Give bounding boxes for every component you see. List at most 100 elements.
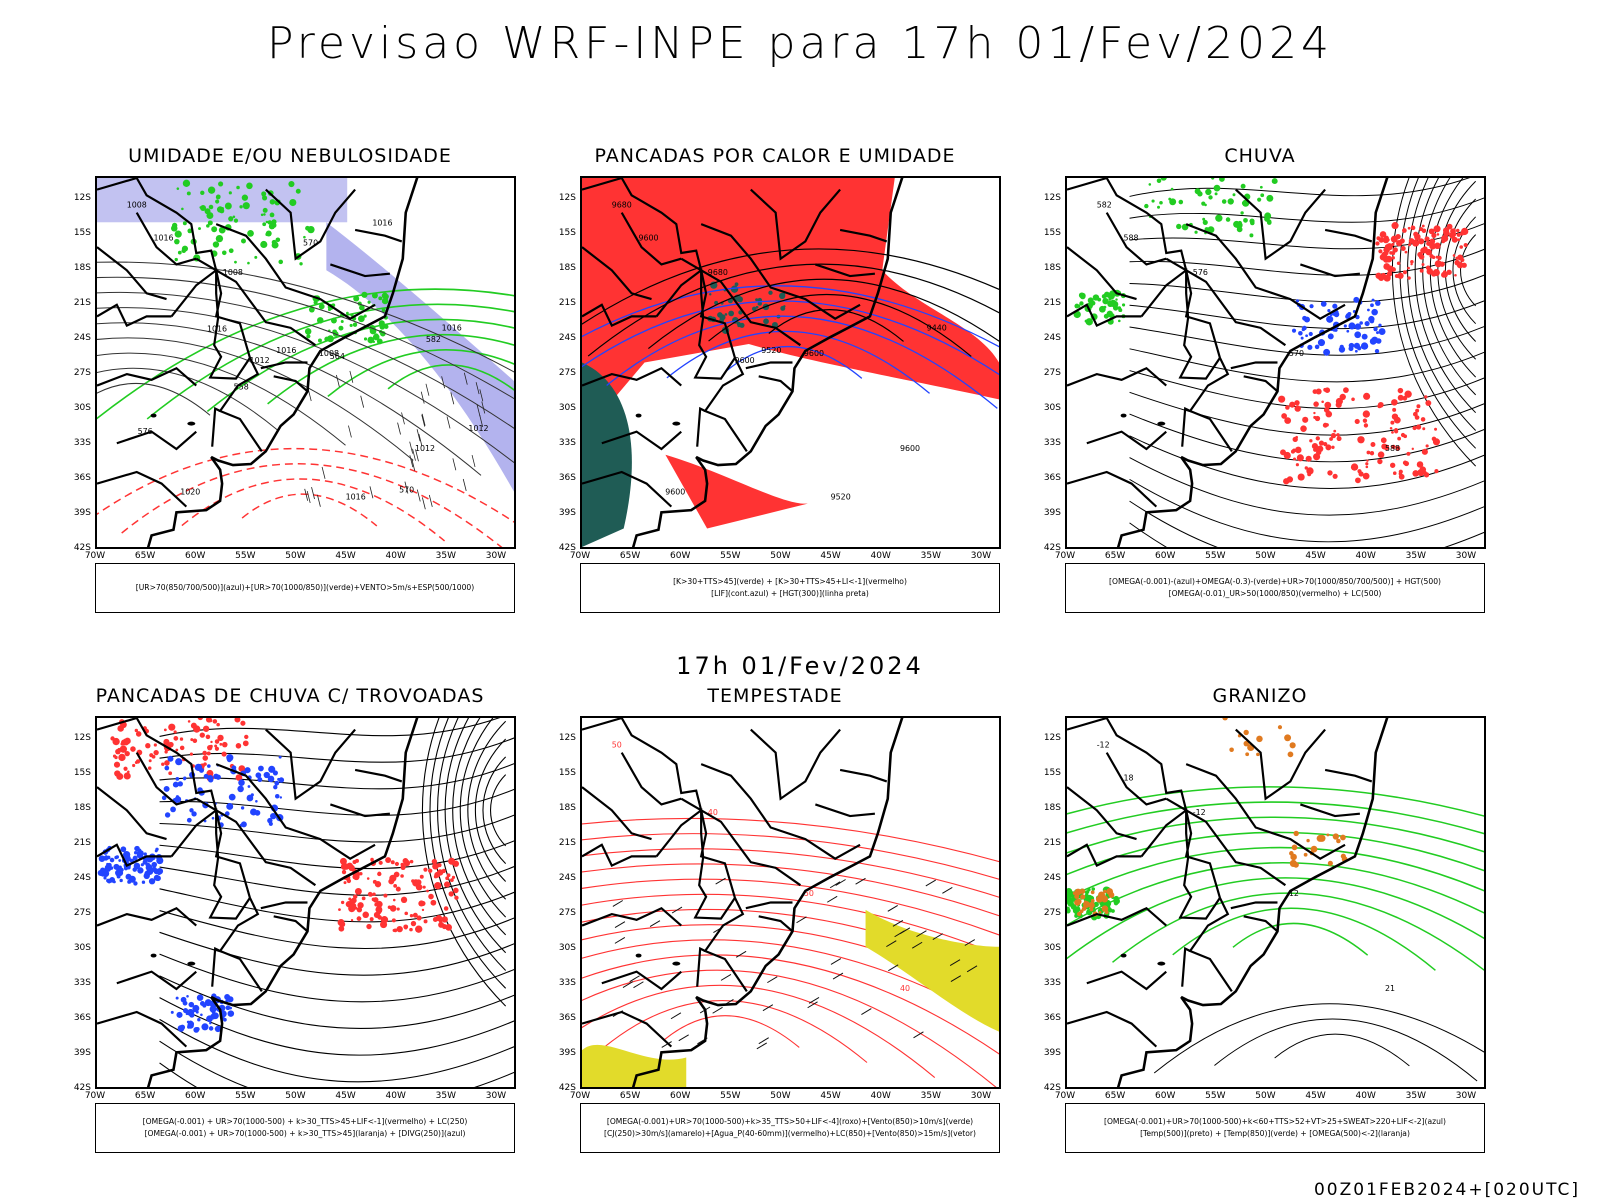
latitude-label: 42S bbox=[73, 1083, 91, 1093]
legend-line: [OMEGA(-0.001)+UR>70(1000-500)+k<60+TTS>… bbox=[1103, 1117, 1446, 1126]
wind-vector bbox=[629, 975, 640, 983]
divergence-area bbox=[122, 850, 131, 859]
rain-area-light bbox=[1298, 330, 1303, 336]
thunderstorm-area bbox=[350, 897, 357, 904]
rain-area bbox=[1429, 254, 1434, 259]
divergence-area bbox=[206, 1015, 213, 1023]
rain-area bbox=[1456, 261, 1464, 269]
state-border bbox=[211, 406, 221, 447]
rain-area bbox=[1369, 451, 1375, 456]
isobar-label: 582 bbox=[426, 335, 441, 344]
thunderstorm-area bbox=[234, 718, 241, 723]
state-border bbox=[1185, 223, 1346, 320]
wind-vector bbox=[661, 1041, 672, 1048]
divergence-area bbox=[134, 845, 140, 852]
rain-area-light bbox=[1314, 344, 1320, 350]
thunderstorm-area bbox=[179, 737, 184, 741]
rain-area bbox=[1370, 442, 1376, 447]
thunderstorm-area bbox=[400, 864, 406, 870]
thunderstorm-area bbox=[443, 881, 451, 888]
lifted-index-contour bbox=[582, 285, 999, 348]
rain-area-heavy bbox=[1097, 297, 1102, 302]
green-contour bbox=[146, 303, 514, 420]
rain-area-light bbox=[1309, 304, 1314, 309]
rain-area-light bbox=[1374, 348, 1380, 354]
state-border bbox=[1181, 406, 1191, 447]
divergence-area bbox=[164, 765, 170, 771]
humidity-low-level bbox=[363, 337, 368, 341]
humidity-low-level bbox=[247, 261, 250, 265]
wind-arrow bbox=[401, 412, 405, 425]
isobar-label: 1016 bbox=[276, 346, 296, 355]
humidity-low-level bbox=[220, 206, 224, 211]
coastline bbox=[631, 178, 904, 547]
latitude-label: 21S bbox=[1043, 298, 1061, 309]
lake-mark bbox=[672, 421, 681, 426]
temp-850-contour bbox=[1113, 895, 1120, 902]
rain-area-light bbox=[1348, 322, 1356, 330]
humidity-low-level bbox=[271, 219, 277, 225]
thunderstorm-area bbox=[112, 754, 117, 758]
latitude-label: 27S bbox=[73, 908, 91, 919]
divergence-area bbox=[209, 1005, 217, 1013]
temp-850-contour bbox=[1067, 877, 1484, 960]
rain-area bbox=[1398, 472, 1403, 476]
latitude-label: 27S bbox=[1043, 368, 1061, 379]
rain-area-heavy bbox=[1257, 197, 1262, 202]
rain-area bbox=[1363, 423, 1369, 428]
rain-area bbox=[1335, 397, 1343, 405]
divergence-area bbox=[136, 852, 143, 859]
divergence-area bbox=[172, 781, 179, 788]
temp-850-contour bbox=[1067, 786, 1484, 817]
wind-arrow bbox=[475, 382, 480, 395]
wind-vector bbox=[932, 933, 943, 940]
rain-area-light bbox=[1347, 311, 1352, 316]
coastline bbox=[146, 718, 419, 1087]
height-label: 9520 bbox=[761, 346, 781, 355]
wind-vector bbox=[678, 1034, 689, 1042]
thunderstorm-area bbox=[153, 743, 157, 747]
state-border bbox=[582, 303, 657, 328]
rain-area-heavy bbox=[1118, 319, 1121, 323]
rain-area bbox=[1389, 427, 1393, 430]
longitude-label: 45W bbox=[335, 1091, 356, 1101]
humidity-low-level bbox=[306, 334, 311, 339]
divergence-area bbox=[196, 994, 204, 1001]
streamline bbox=[1129, 478, 1484, 543]
rain-area bbox=[1318, 440, 1325, 446]
longitude-label: 50W bbox=[770, 1091, 791, 1101]
rain-area-heavy bbox=[1079, 301, 1084, 306]
rain-area bbox=[1434, 427, 1438, 431]
rain-area bbox=[1389, 251, 1393, 255]
state-border bbox=[330, 263, 390, 278]
thunderstorm-area bbox=[428, 893, 434, 900]
humidity-low-level bbox=[228, 248, 234, 254]
rain-area bbox=[1391, 430, 1394, 434]
wind-850-streamline bbox=[582, 954, 999, 1055]
longitude-label: 35W bbox=[920, 1091, 941, 1101]
divergence-area bbox=[194, 763, 203, 772]
thunderstorm-area bbox=[426, 889, 429, 893]
divergence-area bbox=[118, 859, 122, 862]
humidity-low-level bbox=[215, 234, 224, 243]
divergence-area bbox=[279, 796, 283, 799]
rain-area bbox=[1397, 387, 1404, 394]
wind-vector bbox=[916, 930, 927, 938]
latitude-label: 21S bbox=[558, 838, 576, 849]
state-border bbox=[1067, 470, 1158, 508]
wind-vector bbox=[612, 900, 624, 907]
rain-area-light bbox=[1327, 308, 1331, 313]
rain-area bbox=[1419, 466, 1427, 473]
forecast-panel-6: GRANIZO 12S 15S 18S 21S 24S 27S 30S 33S 36S 39S 42S… bbox=[1025, 685, 1495, 1177]
rain-area-heavy bbox=[1108, 294, 1114, 300]
rain-area-light bbox=[1332, 303, 1338, 309]
wind-850-streamline bbox=[582, 969, 997, 1087]
thunderstorm-area bbox=[392, 898, 396, 902]
thunderstorm-area bbox=[445, 923, 452, 931]
wind-850-streamline bbox=[582, 833, 999, 880]
temp-850-contour bbox=[1070, 903, 1077, 910]
rain-area bbox=[1396, 240, 1403, 247]
thunderstorm-area bbox=[113, 761, 121, 768]
rain-area bbox=[1358, 471, 1364, 477]
wind-850-streamline bbox=[582, 863, 999, 917]
